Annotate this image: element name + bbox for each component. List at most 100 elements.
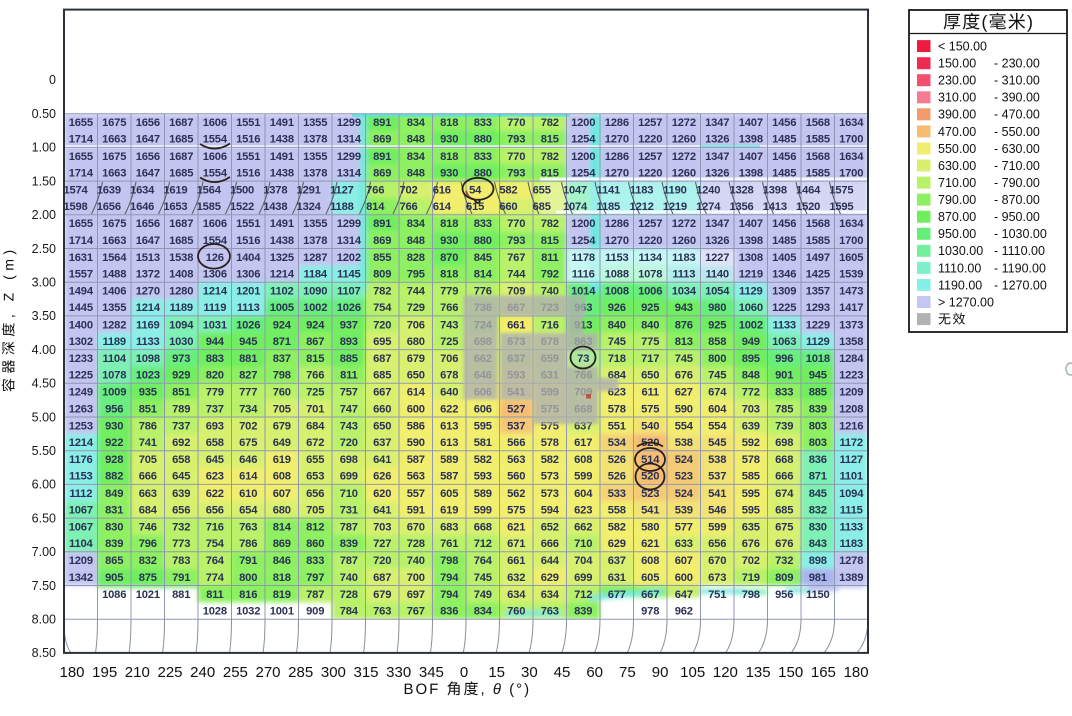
svg-text:45: 45 [554,664,571,681]
svg-text:1002: 1002 [303,302,327,314]
svg-text:1405: 1405 [772,252,796,264]
svg-text:605: 605 [440,488,458,500]
svg-text:470.00: 470.00 [938,125,976,139]
svg-text:1200: 1200 [571,117,595,129]
svg-text:54: 54 [469,185,482,197]
svg-text:7.00: 7.00 [32,545,56,559]
svg-text:898: 898 [809,555,827,567]
svg-text:772: 772 [742,387,760,399]
svg-text:523: 523 [675,471,693,483]
svg-text:1585: 1585 [806,134,830,146]
svg-text:930: 930 [440,167,458,179]
svg-text:885: 885 [340,353,358,365]
svg-text:743: 743 [440,319,458,331]
svg-text:538: 538 [708,454,726,466]
svg-text:766: 766 [399,201,417,213]
svg-text:- 710.00: - 710.00 [994,159,1040,173]
svg-text:1102: 1102 [270,286,293,298]
svg-text:1208: 1208 [839,403,863,415]
svg-text:770: 770 [507,218,525,230]
svg-text:1272: 1272 [672,117,696,129]
svg-text:644: 644 [541,555,560,567]
svg-text:592: 592 [742,437,760,449]
svg-text:1445: 1445 [69,302,93,314]
svg-text:1634: 1634 [839,151,864,163]
svg-text:710.00: 710.00 [938,176,976,190]
svg-text:767: 767 [507,252,525,264]
svg-text:660: 660 [499,201,517,213]
svg-text:922: 922 [105,437,123,449]
svg-text:1407: 1407 [739,218,763,230]
svg-text:1687: 1687 [169,218,193,230]
svg-text:1214: 1214 [270,269,295,281]
svg-text:680: 680 [273,504,291,516]
svg-text:700: 700 [407,572,425,584]
svg-text:685: 685 [775,504,793,516]
svg-text:1685: 1685 [169,134,193,146]
svg-text:794: 794 [440,572,459,584]
svg-text:876: 876 [675,319,693,331]
svg-text:930: 930 [440,134,458,146]
svg-text:1372: 1372 [136,269,160,281]
svg-text:891: 891 [373,218,391,230]
svg-text:1119: 1119 [203,302,226,314]
svg-text:661: 661 [507,555,525,567]
svg-text:563: 563 [407,471,425,483]
svg-text:1293: 1293 [806,302,830,314]
svg-text:790.00: 790.00 [938,193,976,207]
svg-text:650: 650 [373,420,391,432]
svg-text:582: 582 [608,522,626,534]
svg-text:1060: 1060 [739,302,763,314]
svg-text:875: 875 [139,572,157,584]
svg-text:851: 851 [139,403,157,415]
svg-text:1656: 1656 [136,218,160,230]
svg-text:880: 880 [474,134,492,146]
svg-text:798: 798 [440,555,458,567]
svg-text:533: 533 [608,488,626,500]
svg-text:870.00: 870.00 [938,210,976,224]
svg-text:737: 737 [172,420,190,432]
svg-text:1074: 1074 [563,201,588,213]
svg-text:763: 763 [541,606,559,618]
svg-text:1456: 1456 [772,151,796,163]
svg-text:1104: 1104 [69,538,93,550]
svg-text:6.00: 6.00 [32,478,56,492]
svg-text:1284: 1284 [839,353,864,365]
svg-text:731: 731 [340,504,358,516]
svg-text:1606: 1606 [203,218,227,230]
svg-text:1356: 1356 [729,201,753,213]
svg-text:1714: 1714 [69,134,94,146]
svg-text:820: 820 [206,370,224,382]
svg-text:782: 782 [541,218,559,230]
svg-text:782: 782 [373,286,391,298]
svg-text:745: 745 [675,353,693,365]
svg-text:716: 716 [206,522,224,534]
svg-text:1325: 1325 [270,252,294,264]
svg-text:749: 749 [474,589,492,601]
svg-text:832: 832 [139,555,157,567]
svg-text:615: 615 [466,201,484,213]
svg-text:739: 739 [775,420,793,432]
svg-text:663: 663 [139,488,157,500]
svg-text:1398: 1398 [763,185,787,197]
svg-text:1407: 1407 [739,151,763,163]
svg-text:1200: 1200 [571,218,595,230]
svg-text:766: 766 [440,302,458,314]
svg-text:5.00: 5.00 [32,410,56,424]
svg-text:1551: 1551 [236,117,260,129]
svg-text:800: 800 [708,353,726,365]
svg-text:1378: 1378 [303,235,327,247]
svg-text:1438: 1438 [270,134,294,146]
svg-text:840: 840 [641,319,659,331]
svg-text:1240: 1240 [696,185,720,197]
svg-text:- 230.00: - 230.00 [994,57,1040,71]
svg-text:608: 608 [641,555,659,567]
svg-text:666: 666 [775,471,793,483]
svg-text:534: 534 [608,437,627,449]
svg-text:573: 573 [541,471,559,483]
svg-text:787: 787 [340,522,358,534]
svg-text:996: 996 [775,353,793,365]
svg-text:599: 599 [474,504,492,516]
svg-text:1357: 1357 [806,286,830,298]
svg-text:610: 610 [239,488,257,500]
